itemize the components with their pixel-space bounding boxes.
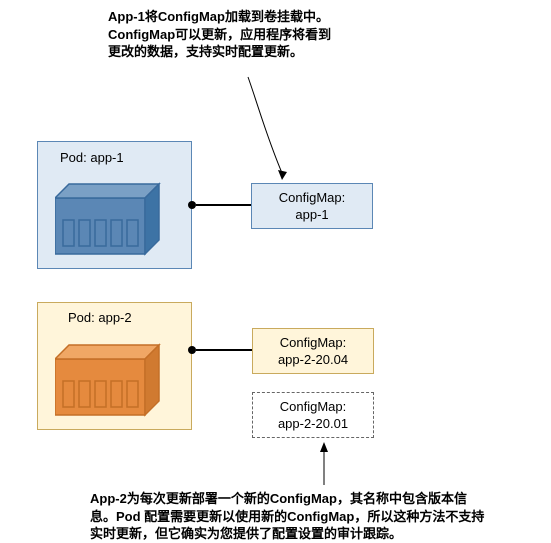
cm1-line2: app-1 <box>252 207 372 224</box>
cm3-line1: ConfigMap: <box>253 399 373 416</box>
cm2-line2: app-2-20.04 <box>253 352 373 369</box>
arrow-bottom <box>0 0 551 542</box>
pod-app-1-label: Pod: app-1 <box>60 150 124 165</box>
cm3-line2: app-2-20.01 <box>253 416 373 433</box>
top-annotation: App-1将ConfigMap加载到卷挂载中。ConfigMap可以更新，应用程… <box>108 8 340 61</box>
connector-line-1 <box>196 204 251 206</box>
container-icon-1 <box>55 182 175 258</box>
configmap-app-1: ConfigMap: app-1 <box>251 183 373 229</box>
connector-line-2 <box>196 349 252 351</box>
pod-app-2-label: Pod: app-2 <box>68 310 132 325</box>
bottom-annotation: App-2为每次更新部署一个新的ConfigMap，其名称中包含版本信息。Pod… <box>90 490 485 543</box>
connector-dot-1 <box>188 201 196 209</box>
cm2-line1: ConfigMap: <box>253 335 373 352</box>
configmap-app-2-current: ConfigMap: app-2-20.04 <box>252 328 374 374</box>
configmap-app-2-old: ConfigMap: app-2-20.01 <box>252 392 374 438</box>
cm1-line1: ConfigMap: <box>252 190 372 207</box>
container-icon-2 <box>55 343 175 419</box>
connector-dot-2 <box>188 346 196 354</box>
